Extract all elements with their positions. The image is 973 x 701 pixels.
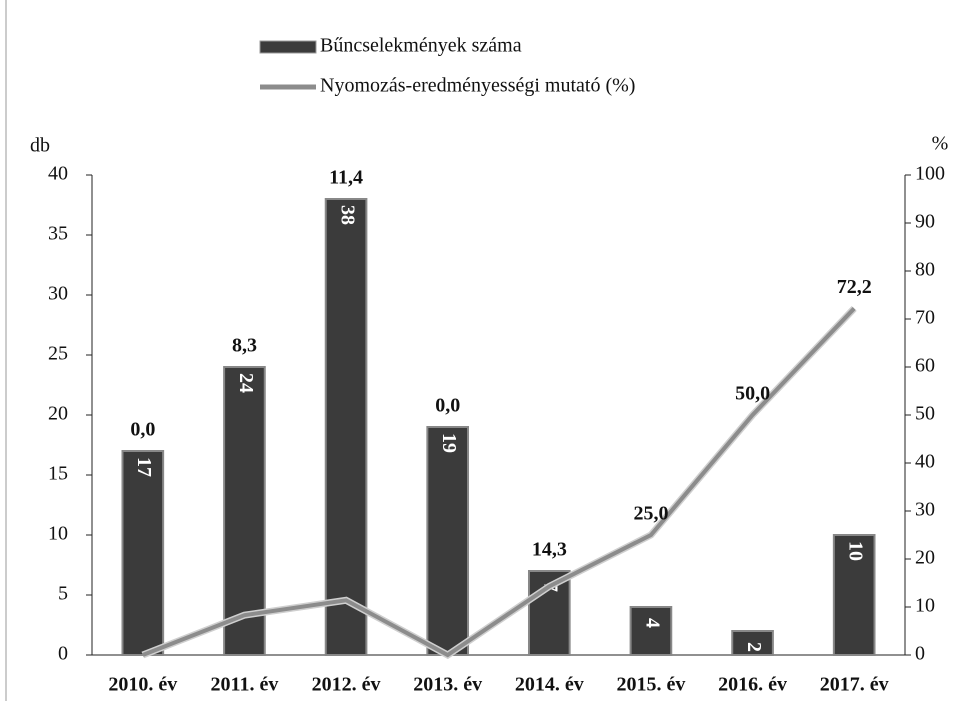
- bar: [832, 534, 876, 656]
- x-tick-label: 2016. év: [718, 674, 787, 696]
- x-tick-label: 2014. év: [515, 674, 584, 696]
- bar: [223, 366, 266, 656]
- line-value-label: 11,4: [329, 167, 363, 189]
- y2-tick-label: 20: [915, 547, 935, 569]
- bar: [324, 198, 368, 656]
- y2-tick-label: 50: [915, 403, 935, 425]
- y2-tick-label: 40: [915, 451, 935, 473]
- line-value-label: 0,0: [130, 419, 155, 441]
- bar-value-label: 2: [743, 642, 765, 652]
- bar-value-label: 17: [133, 457, 155, 477]
- bar: [629, 606, 673, 656]
- bar: [731, 630, 774, 656]
- y-tick-label: 5: [58, 583, 68, 605]
- x-tick-label: 2010. év: [108, 674, 177, 696]
- x-tick-label: 2012. év: [312, 674, 381, 696]
- legend-label: Nyomozás-eredményességi mutató (%): [320, 75, 635, 97]
- y2-tick-label: 60: [915, 355, 935, 377]
- bar-value-label: 24: [235, 373, 257, 393]
- line-value-label: 0,0: [435, 395, 460, 417]
- x-tick-label: 2015. év: [616, 674, 685, 696]
- y2-tick-label: 0: [915, 643, 925, 665]
- x-tick-label: 2013. év: [413, 674, 482, 696]
- y-tick-label: 0: [58, 643, 68, 665]
- line: [142, 307, 856, 658]
- bar: [121, 450, 165, 656]
- y-tick-label: 25: [48, 343, 68, 365]
- y2-axis-label: %: [932, 133, 949, 155]
- line-value-label: 50,0: [735, 383, 770, 405]
- y-tick-label: 20: [48, 403, 68, 425]
- bar-value-label: 19: [438, 433, 460, 453]
- y-tick-label: 15: [48, 463, 68, 485]
- bar-value-label: 10: [845, 541, 867, 561]
- bar-value-label: 4: [641, 618, 663, 628]
- y-tick-label: 35: [48, 223, 68, 245]
- line-value-label: 8,3: [232, 335, 257, 357]
- y2-tick-label: 90: [915, 211, 935, 233]
- bar-value-label: 38: [336, 205, 358, 225]
- y2-tick-label: 80: [915, 259, 935, 281]
- line-value-label: 14,3: [532, 539, 567, 561]
- y-axis-label: db: [30, 135, 50, 157]
- y-tick-label: 10: [48, 523, 68, 545]
- line-value-label: 25,0: [633, 503, 668, 525]
- y2-tick-label: 30: [915, 499, 935, 521]
- y2-tick-label: 100: [915, 163, 945, 185]
- y2-tick-label: 70: [915, 307, 935, 329]
- y-tick-label: 30: [48, 283, 68, 305]
- x-tick-label: 2011. év: [211, 674, 279, 696]
- legend-label: Bűncselekmények száma: [320, 35, 522, 57]
- line-value-label: 72,2: [837, 276, 872, 298]
- y2-tick-label: 10: [915, 595, 935, 617]
- y-tick-label: 40: [48, 163, 68, 185]
- bar: [426, 426, 470, 656]
- x-tick-label: 2017. év: [820, 674, 889, 696]
- legend-swatch: [259, 40, 317, 54]
